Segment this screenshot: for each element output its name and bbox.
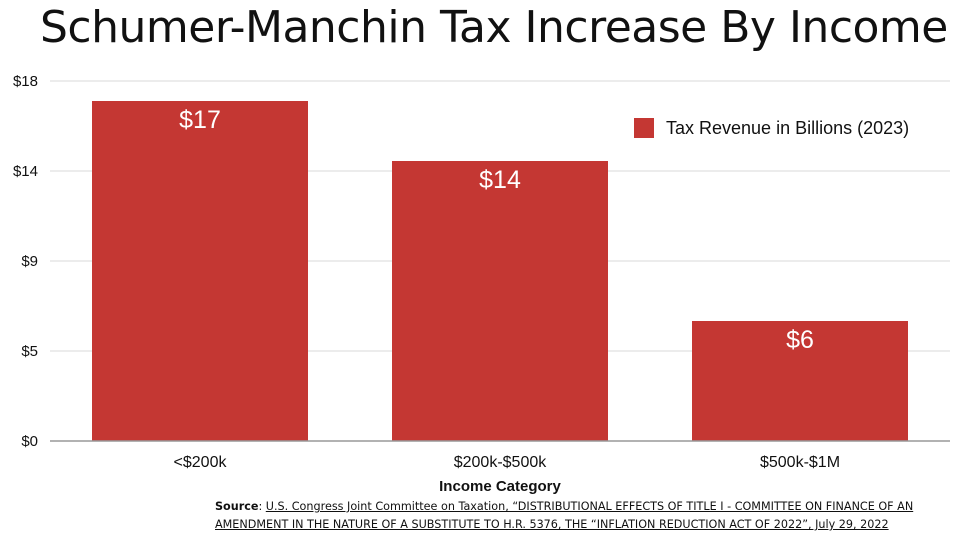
- bars: [92, 101, 908, 441]
- x-tick-label: <$200k: [174, 454, 228, 471]
- axes: $0 $5 $9 $14 $18 <$200k $200k-$500k $500k-$1M In…: [13, 73, 950, 495]
- bar-value-label: $6: [786, 326, 814, 354]
- chart-title: Schumer-Manchin Tax Increase By Income: [40, 2, 948, 53]
- x-tick-label: $500k-$1M: [760, 454, 840, 471]
- y-tick-label: $5: [21, 343, 38, 360]
- legend: Tax Revenue in Billions (2023): [634, 118, 909, 138]
- legend-swatch: [634, 118, 654, 138]
- y-tick-label: $18: [13, 73, 38, 90]
- y-tick-label: $9: [21, 253, 38, 270]
- y-tick-label: $0: [21, 433, 38, 450]
- x-axis-title: Income Category: [439, 478, 561, 495]
- bar: [92, 101, 308, 441]
- y-tick-label: $14: [13, 163, 38, 180]
- bar: [692, 321, 908, 441]
- source-label: Source: [215, 500, 259, 513]
- source-note: Source: U.S. Congress Joint Committee on…: [215, 500, 914, 531]
- data-labels: $17 $14 $6: [179, 106, 814, 354]
- bar-value-label: $17: [179, 106, 221, 134]
- legend-label: Tax Revenue in Billions (2023): [666, 118, 909, 138]
- source-citation-link[interactable]: U.S. Congress Joint Committee on Taxatio…: [215, 500, 914, 531]
- bar: [392, 161, 608, 441]
- x-tick-label: $200k-$500k: [454, 454, 548, 471]
- bar-value-label: $14: [479, 166, 521, 194]
